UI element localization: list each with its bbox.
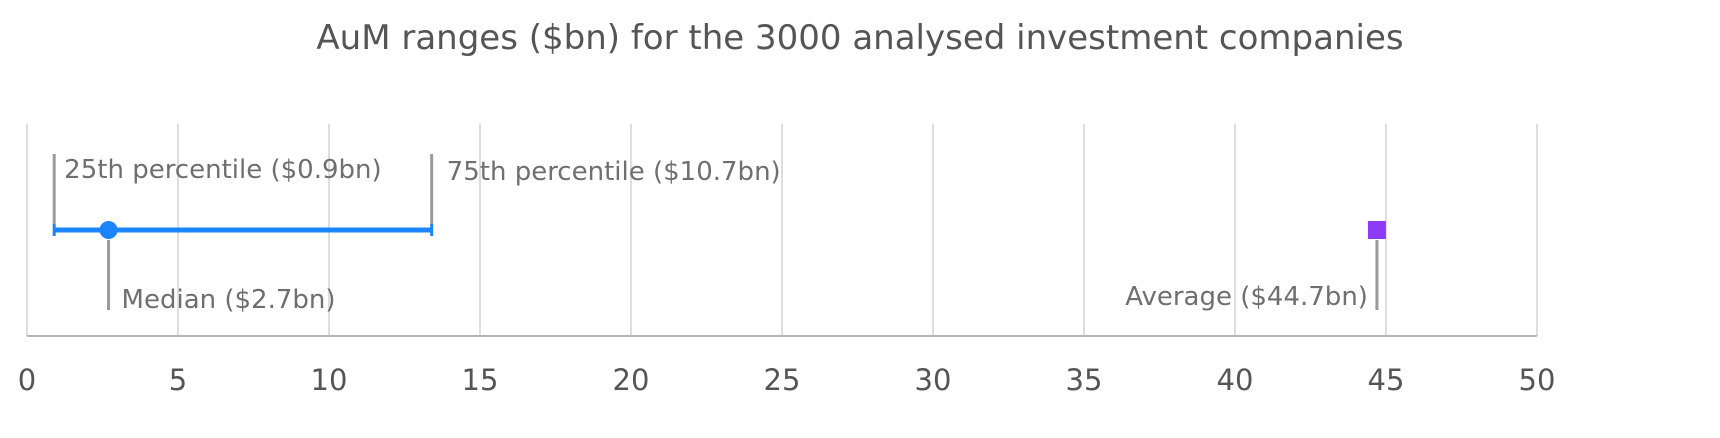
median-point xyxy=(99,221,118,239)
x-tick-label: 5 xyxy=(169,363,187,397)
median-label: Median ($2.7bn) xyxy=(122,285,336,315)
average-label: Average ($44.7bn) xyxy=(1125,282,1368,312)
x-tick-label: 25 xyxy=(764,363,801,397)
x-tick-label: 15 xyxy=(462,363,499,397)
x-tick-label: 30 xyxy=(915,363,952,397)
p75-label: 75th percentile ($10.7bn) xyxy=(447,157,781,187)
x-tick-label: 20 xyxy=(613,363,650,397)
chart-title: AuM ranges ($bn) for the 3000 analysed i… xyxy=(316,18,1404,58)
x-tick-label: 35 xyxy=(1066,363,1103,397)
x-tick-label: 50 xyxy=(1519,363,1556,397)
x-tick-label: 40 xyxy=(1217,363,1254,397)
x-tick-label: 45 xyxy=(1368,363,1405,397)
x-tick-label: 10 xyxy=(311,363,348,397)
p25-label: 25th percentile ($0.9bn) xyxy=(64,155,381,185)
x-tick-labels: 0 5 10 15 20 25 30 35 40 45 50 xyxy=(18,363,1556,397)
x-tick-label: 0 xyxy=(18,363,36,397)
average-point xyxy=(1367,221,1386,239)
